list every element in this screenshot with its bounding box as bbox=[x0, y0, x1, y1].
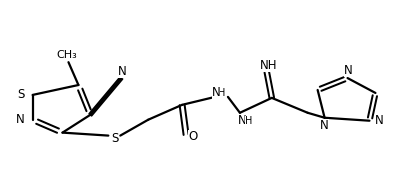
Text: N: N bbox=[320, 119, 329, 132]
Text: S: S bbox=[17, 88, 25, 101]
Text: N: N bbox=[344, 64, 353, 77]
Text: N: N bbox=[16, 113, 25, 126]
Text: H: H bbox=[245, 116, 252, 126]
Text: S: S bbox=[112, 132, 119, 145]
Text: CH₃: CH₃ bbox=[56, 50, 77, 60]
Text: N: N bbox=[238, 114, 246, 127]
Text: N: N bbox=[212, 87, 220, 99]
Text: NH: NH bbox=[260, 59, 278, 72]
Text: N: N bbox=[118, 65, 127, 78]
Text: N: N bbox=[375, 114, 384, 127]
Text: H: H bbox=[218, 88, 226, 98]
Text: O: O bbox=[189, 130, 198, 143]
